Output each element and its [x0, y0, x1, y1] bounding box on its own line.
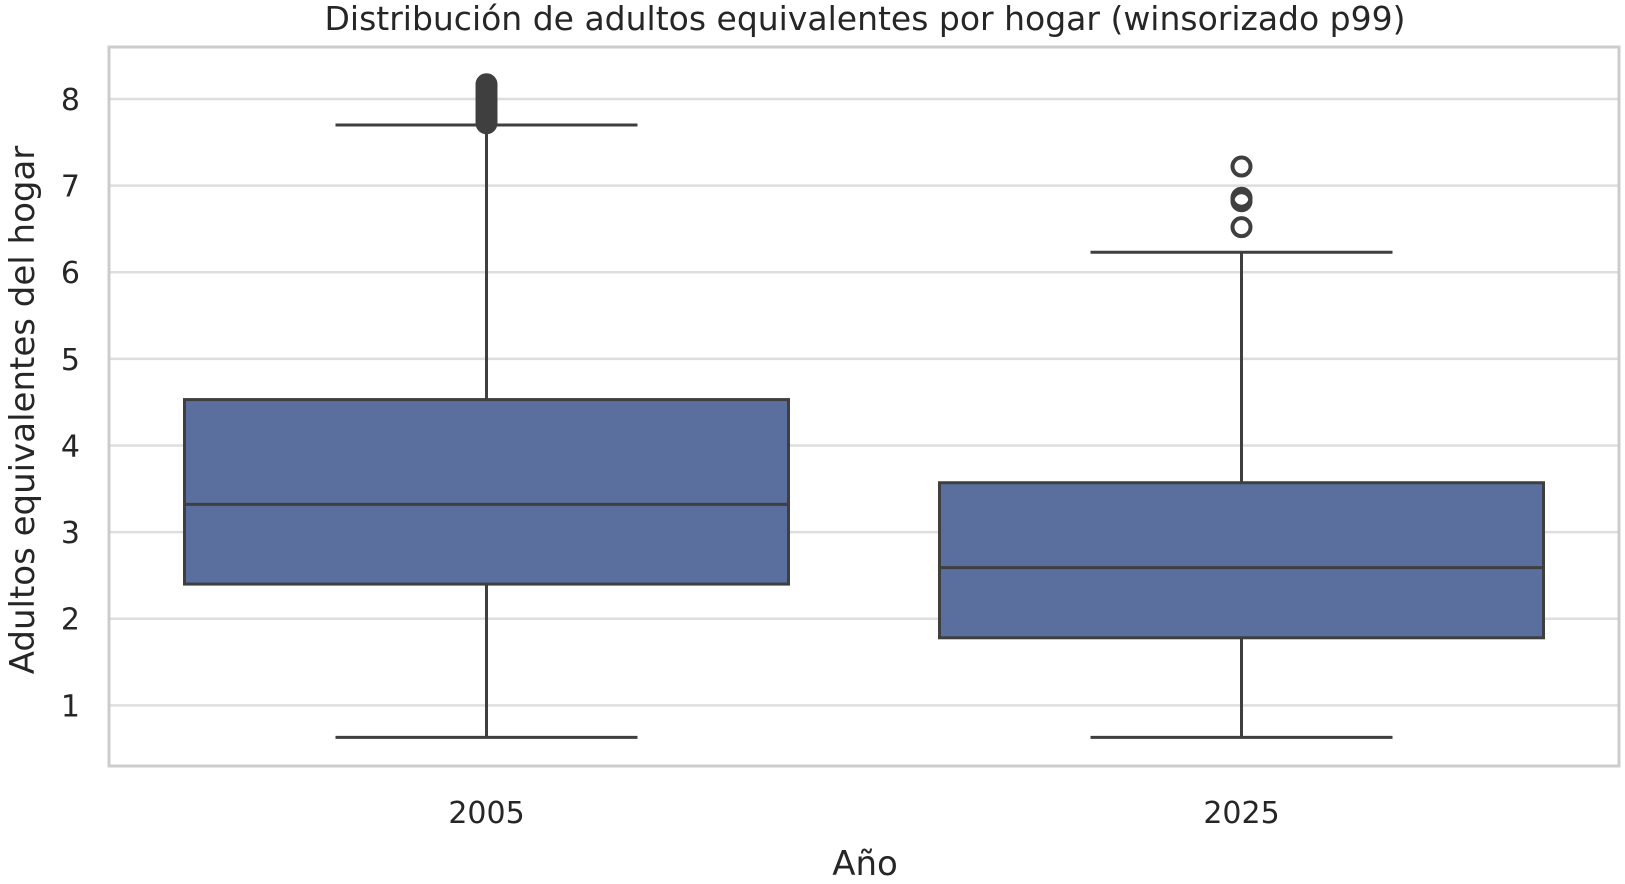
iqr-box: [938, 481, 1545, 640]
box-group-2005: [183, 73, 790, 739]
boxes: [183, 73, 1545, 739]
outlier-point: [1230, 155, 1253, 178]
y-axis-title: Adultos equivalentes del hogar: [3, 146, 43, 675]
box-group-2025: [938, 155, 1545, 739]
y-tick-label: 4: [61, 429, 80, 464]
outlier-point: [475, 73, 498, 96]
plot-frame: [107, 45, 1621, 768]
y-tick-label: 2: [61, 603, 80, 638]
iqr-box: [183, 398, 790, 586]
x-axis-title: Año: [832, 844, 898, 884]
y-tick-label: 6: [61, 256, 80, 291]
outlier-point: [1230, 216, 1253, 239]
outlier-point: [1230, 186, 1253, 209]
x-tick-label: 2005: [448, 796, 524, 831]
y-tick-label: 1: [61, 689, 80, 724]
y-tick-label: 5: [61, 343, 80, 378]
x-tick-label: 2025: [1203, 796, 1279, 831]
chart-title: Distribución de adultos equivalentes por…: [325, 0, 1406, 38]
x-tick-labels: 2005 2025: [448, 796, 1279, 831]
y-tick-label: 8: [61, 83, 80, 118]
y-tick-labels: 1 2 3 4 5 6 7 8: [61, 83, 80, 724]
y-tick-label: 3: [61, 516, 80, 551]
y-tick-label: 7: [61, 170, 80, 205]
